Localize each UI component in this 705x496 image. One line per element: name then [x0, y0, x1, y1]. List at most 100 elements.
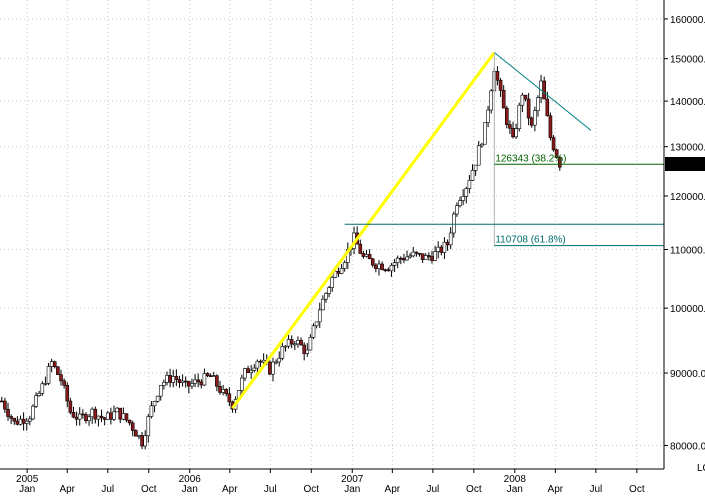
price-tick-label: 80000.0	[670, 441, 705, 452]
candle-up	[520, 94, 525, 106]
candle-up	[137, 435, 141, 437]
candle-up	[252, 367, 257, 371]
candle-up	[243, 368, 247, 379]
candle-up	[193, 379, 197, 384]
last-price-label: 126400	[667, 160, 701, 171]
price-axis-labels: 160000. 150000. 140000. 130000. 120000. 11000…	[664, 15, 705, 452]
month-label: Apr	[59, 484, 75, 495]
candle-up	[155, 395, 160, 402]
trendline-down	[494, 52, 592, 131]
month-label: Oct	[141, 484, 157, 495]
candle-down	[0, 400, 4, 403]
candle-down	[508, 124, 512, 129]
candle-up	[467, 180, 472, 189]
month-label: Jan	[507, 484, 523, 495]
candle-up	[162, 381, 166, 386]
price-tick-label: 120000.	[670, 192, 705, 203]
candle-up	[476, 145, 481, 166]
candle-down	[52, 361, 57, 368]
candle-up	[121, 413, 126, 420]
candle-down	[501, 90, 506, 109]
candle-down	[3, 400, 7, 410]
month-label: Jan	[19, 484, 35, 495]
candle-down	[498, 79, 503, 91]
candle-down	[102, 417, 107, 420]
candle-down	[380, 263, 384, 270]
candle-down	[511, 127, 515, 138]
candle-down	[417, 253, 422, 255]
candle-up	[40, 383, 45, 394]
candle-down	[386, 269, 391, 272]
candle-up	[483, 122, 487, 145]
candle-up	[442, 241, 447, 253]
candle-up	[271, 361, 275, 375]
candle-down	[374, 264, 378, 269]
candle-down	[358, 243, 363, 254]
candle-up	[280, 346, 285, 359]
price-tick-label: 100000.	[670, 304, 705, 315]
candle-down	[246, 368, 250, 373]
month-label: Jan	[182, 484, 198, 495]
candle-up	[249, 370, 253, 373]
candle-down	[174, 376, 179, 380]
month-label: Jul	[101, 484, 114, 495]
candle-up	[436, 246, 441, 252]
price-tick-label: 140000.	[670, 97, 705, 108]
candle-up	[286, 339, 291, 347]
candle-series	[0, 66, 562, 450]
month-label: Jul	[589, 484, 602, 495]
candle-down	[445, 241, 450, 246]
candle-down	[227, 393, 232, 403]
candle-down	[9, 416, 13, 419]
year-label: 2007	[341, 474, 364, 485]
candle-up	[152, 401, 157, 407]
candle-down	[258, 360, 263, 363]
month-label: Jan	[344, 484, 360, 495]
candle-up	[221, 389, 225, 393]
candle-down	[187, 381, 191, 387]
year-label: 2008	[504, 474, 527, 485]
price-tick-label: 160000.	[670, 15, 705, 26]
candle-down	[124, 413, 129, 421]
candle-down	[402, 258, 406, 261]
candle-up	[321, 298, 325, 311]
candle-down	[130, 422, 135, 431]
month-label: Jul	[264, 484, 277, 495]
candle-up	[317, 309, 322, 323]
candle-down	[205, 373, 210, 376]
candle-down	[118, 407, 123, 420]
month-label: Apr	[548, 484, 564, 495]
candle-down	[542, 80, 547, 100]
candle-down	[268, 361, 272, 375]
candle-up	[202, 373, 207, 386]
candle-down	[336, 270, 341, 274]
year-label: 2006	[179, 474, 202, 485]
candle-up	[389, 265, 394, 272]
candle-down	[81, 413, 85, 416]
time-axis-labels: Jan Apr Jul Oct Jan Apr Jul Oct Jan Apr Jul Oct Jan A…	[16, 469, 645, 495]
candle-down	[71, 412, 76, 418]
candle-down	[302, 344, 306, 354]
candle-up	[96, 415, 101, 420]
candle-down	[523, 94, 528, 100]
candle-up	[395, 257, 400, 263]
candle-down	[299, 339, 303, 346]
candle-down	[84, 414, 88, 422]
candle-up	[211, 375, 216, 377]
trendline-up	[231, 51, 496, 410]
candle-up	[455, 205, 459, 215]
candle-down	[62, 380, 66, 386]
candle-down	[370, 258, 375, 266]
candle-down	[177, 379, 182, 383]
price-tick-label: 90000.0	[670, 369, 705, 380]
candle-up	[112, 411, 116, 420]
candle-up	[452, 213, 456, 234]
candle-down	[383, 269, 388, 271]
candle-up	[24, 420, 29, 424]
candle-up	[364, 254, 369, 257]
candle-up	[18, 418, 23, 425]
candle-up	[314, 321, 319, 327]
candle-up	[327, 287, 331, 294]
fib-level-label: 110708 (61.8%)	[495, 235, 565, 246]
candle-down	[99, 415, 104, 419]
